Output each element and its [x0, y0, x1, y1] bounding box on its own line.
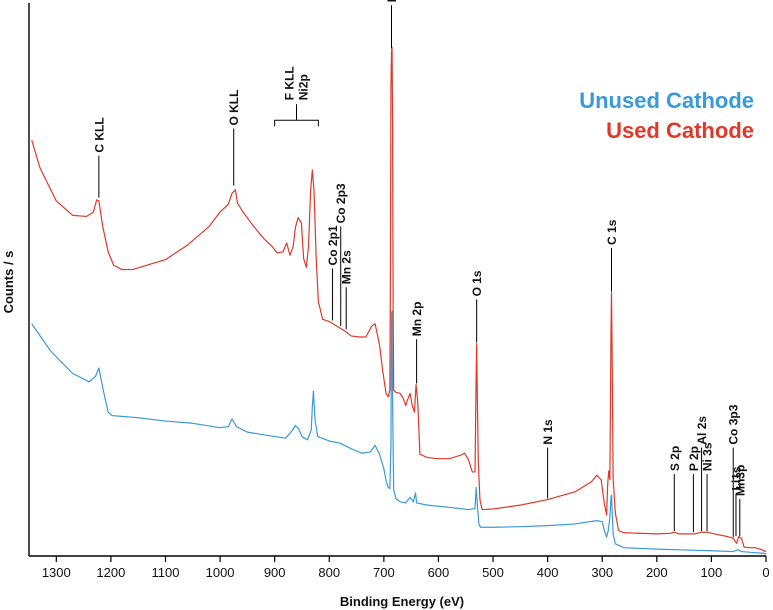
- x-tick-label: 1300: [42, 565, 71, 580]
- peak-label: Ni 3s: [701, 442, 715, 471]
- peak-label: S 2p: [668, 446, 682, 471]
- x-tick-label: 1000: [206, 565, 235, 580]
- peak-label: P 2p: [687, 446, 701, 471]
- bracket-line: [274, 119, 319, 127]
- x-tick-label: 600: [428, 565, 450, 580]
- peak-label: Al 2s: [695, 416, 709, 445]
- plot-area: [31, 46, 767, 555]
- legend: Unused Cathode Used Cathode: [579, 88, 754, 143]
- y-axis-title: Counts / s: [1, 251, 16, 314]
- x-tick-label: 900: [264, 565, 286, 580]
- x-tick-label: 0: [762, 565, 769, 580]
- x-tick-label: 200: [646, 565, 668, 580]
- peak-label: Co 2p3: [334, 183, 348, 223]
- legend-entry-unused-cathode: Unused Cathode: [579, 88, 754, 113]
- bracket-label: Ni2p: [297, 74, 311, 100]
- x-tick-label: 500: [482, 565, 504, 580]
- peak-label: N 1s: [541, 419, 555, 445]
- legend-entry-used-cathode: Used Cathode: [606, 118, 754, 143]
- x-tick-label: 400: [537, 565, 559, 580]
- x-tick-label: 800: [318, 565, 340, 580]
- peak-label: Mn 2s: [340, 250, 354, 284]
- bracket-label: F KLL: [283, 66, 297, 100]
- peak-label: Mn3p: [733, 465, 747, 496]
- x-tick-label: 700: [373, 565, 395, 580]
- x-tick-label: 100: [701, 565, 723, 580]
- peak-label: Co 3p3: [727, 404, 741, 444]
- peak-label: Mn 2p: [410, 302, 424, 337]
- x-axis: 1300 1200 1100 1000 900 800 700 600 500 400 300 200…: [28, 3, 770, 580]
- peak-label: C KLL: [92, 117, 106, 152]
- peak-label: Co 2p1: [326, 225, 340, 265]
- peak-label: O KLL: [227, 90, 241, 126]
- series-line-unused-cathode: [31, 310, 767, 555]
- peak-label: C 1s: [605, 219, 619, 245]
- peak-label: O 1s: [470, 270, 484, 296]
- x-axis-title: Binding Energy (eV): [340, 594, 464, 609]
- series-line-used-cathode: [31, 46, 767, 553]
- peak-annotations: C KLL O KLL F 1s Co 2p1 Co 2p3 Mn 2s Mn 2p O 1s…: [92, 0, 747, 538]
- x-tick-label: 1200: [96, 565, 125, 580]
- x-tick-label: 1100: [151, 565, 179, 580]
- x-tick-label: 300: [591, 565, 613, 580]
- peak-label: Li1s: [729, 466, 743, 490]
- peak-label: F 1s: [385, 0, 399, 2]
